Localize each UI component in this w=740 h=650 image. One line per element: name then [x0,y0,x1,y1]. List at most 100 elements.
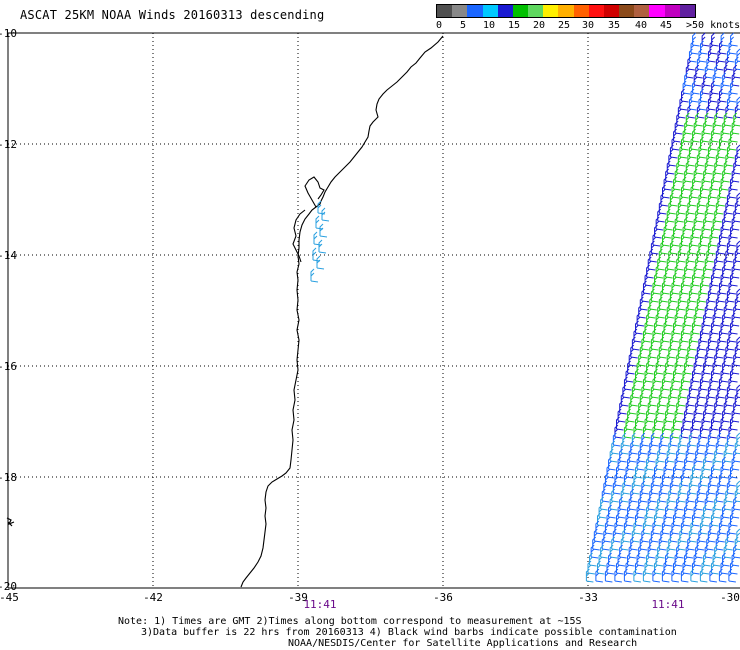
wind-barb-629 [633,520,641,535]
wind-barb-42 [700,88,708,103]
wind-barb-683 [695,544,703,559]
wind-barb-30 [703,72,711,87]
wind-barb-572 [668,488,676,503]
wind-barb-73 [731,120,740,135]
wind-barb-220 [646,264,654,279]
wind-barb-440 [616,416,624,431]
wind-barb-68 [684,120,692,135]
wind-barb-287 [674,312,683,327]
wind-barb-26 [723,64,732,79]
wind-barb-733 [709,568,717,583]
wind-barb-318 [650,336,659,351]
wind-barb-133 [709,184,718,199]
wind-barb-601 [655,504,664,519]
wind-barb-697 [674,552,683,567]
wind-barb-321 [679,336,687,351]
wind-barb-481 [620,440,629,455]
wind-barb-259 [726,288,735,303]
wind-barb-323 [698,336,706,351]
wind-barb-581 [609,496,618,511]
wind-barb-505 [714,448,722,463]
wind-barb-183 [671,232,680,247]
wind-barb-375 [730,368,738,383]
wind-barb-414 [619,400,627,415]
wind-barb-636 [699,520,708,535]
wind-barb-120 [663,176,672,191]
wind-barb-427 [617,408,626,423]
wind-barb-731 [690,568,698,583]
wind-barb-280 [714,304,722,319]
wind-barb-570 [649,488,657,503]
wind-barb-331 [658,344,667,359]
wind-barb-621 [701,512,710,527]
wind-barb-649 [679,528,687,543]
wind-barb-726 [642,568,651,583]
wind-barb-44 [719,88,727,103]
wind-barb-263 [658,296,667,311]
wind-barb-445 [663,416,672,431]
wind-barb-606 [703,504,711,519]
wind-barb-489 [696,440,705,455]
wind-barb-322 [688,336,697,351]
wind-barb-663 [658,536,667,551]
wind-barb-289 [693,312,702,327]
wind-barb-455 [633,424,641,439]
wind-barb-640 [593,528,602,543]
wind-barb-235 [692,272,700,287]
wind-barb-336 [706,344,714,359]
wind-barb-510 [627,456,635,471]
wind-barb-617 [663,512,672,527]
wind-barb-496 [628,448,637,463]
wind-barb-74 [673,128,681,143]
wind-barb-484 [649,440,657,455]
scale-label-35: 35 [608,20,621,31]
wind-barb-603 [674,504,683,519]
wind-barb-342 [647,352,656,367]
wind-barb-344 [666,352,675,367]
wind-barb-405 [658,392,667,407]
wind-barb-665 [677,536,686,551]
wind-barb-49 [707,96,716,111]
wind-barb-105 [676,160,684,175]
scale-label-5: 5 [460,20,467,31]
wind-barb-577 [715,488,724,503]
footnote-line-1: Note: 1) Times are GMT 2)Times along bot… [118,616,582,627]
wind-barb-262 [649,296,657,311]
wind-barb-607 [712,504,721,519]
wind-barb-265 [677,296,686,311]
wind-barb-241 [652,280,661,295]
wind-barb-573 [677,488,686,503]
wind-barb-178 [711,224,719,239]
wind-barb-359 [693,360,702,375]
wind-barb-687 [733,544,740,559]
wind-barb-221 [655,264,664,279]
wind-barb-436 [703,408,711,423]
wind-barb-568 [630,488,638,503]
wind-barb-727 [652,568,660,583]
wind-barb-343 [657,352,665,367]
wind-barb-146 [668,200,676,215]
wind-barb-303 [720,320,729,335]
wind-barb-255 [688,288,697,303]
wind-barb-223 [674,264,683,279]
wind-barb-211 [657,256,665,271]
wind-barb-177 [701,224,710,239]
wind-barb-583 [628,496,637,511]
wind-barb-98 [687,152,695,167]
wind-barb-237 [711,272,719,287]
wind-barb-586 [657,496,665,511]
wind-barb-333 [677,344,686,359]
wind-barb-279 [704,304,713,319]
wind-barb-69 [693,120,702,135]
wind-barb-121 [673,176,681,191]
wind-barb-231 [654,272,662,287]
wind-barb-493 [734,440,740,455]
wind-barb-628 [623,520,632,535]
wind-barb-118 [722,168,730,183]
wind-barb-116 [703,168,711,183]
wind-barb-195 [698,240,706,255]
wind-barb-698 [684,552,692,567]
wind-barb-519 [712,456,721,471]
wind-barb-213 [676,256,684,271]
wind-barb-642 [612,528,621,543]
